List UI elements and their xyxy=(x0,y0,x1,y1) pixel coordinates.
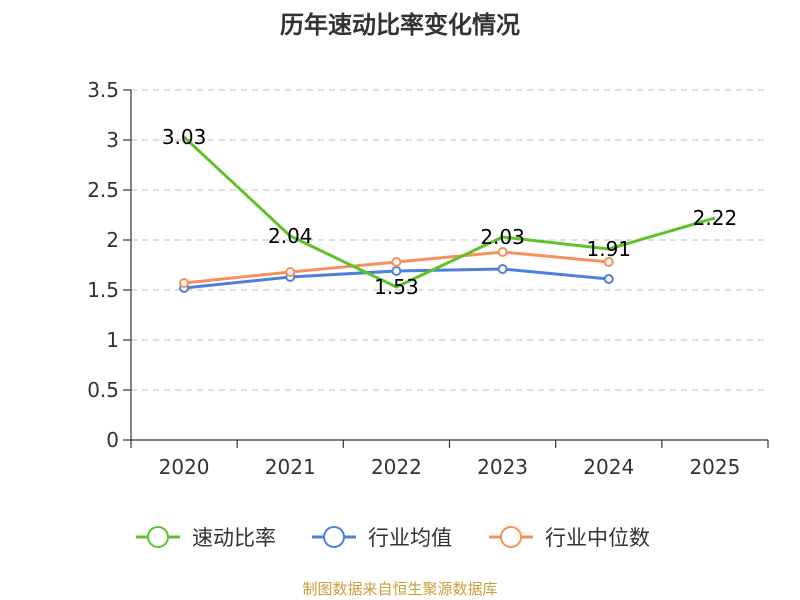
series-point-2 xyxy=(497,247,508,257)
x-tick-label: 2021 xyxy=(265,455,316,479)
data-label: 3.03 xyxy=(162,125,207,149)
source-note: 制图数据来自恒生聚源数据库 xyxy=(302,580,497,598)
x-tick-label: 2025 xyxy=(689,455,740,479)
y-tick-label: 2.5 xyxy=(87,178,119,202)
legend-label: 行业中位数 xyxy=(545,526,650,550)
y-tick-label: 1 xyxy=(106,328,119,352)
series-group xyxy=(179,135,716,293)
series-point-1 xyxy=(497,264,508,274)
axes: 0 0.5 1 1.5 2 2.5 3 3.5 2020 2021 2022 2023 2024 2025 xyxy=(87,78,769,479)
y-tick-label: 2 xyxy=(106,228,119,252)
y-tick-label: 3 xyxy=(106,128,119,152)
legend-marker xyxy=(323,526,345,548)
legend-item-1[interactable]: 行业均值 xyxy=(312,526,452,550)
y-tick-label: 1.5 xyxy=(87,278,119,302)
series-point-2 xyxy=(179,278,190,288)
series-point-1 xyxy=(391,266,402,276)
y-tick-label: 0.5 xyxy=(87,378,119,402)
legend-marker xyxy=(147,526,169,548)
data-label: 1.91 xyxy=(586,237,631,261)
chart-title: 历年速动比率变化情况 xyxy=(280,11,520,39)
series-point-1 xyxy=(603,274,614,284)
grid-lines xyxy=(131,89,768,391)
legend-label: 速动比率 xyxy=(192,526,276,550)
y-tick-label: 0 xyxy=(106,428,119,452)
legend-marker xyxy=(500,526,522,548)
data-labels: 3.03 2.04 1.53 2.03 1.91 2.22 xyxy=(162,125,737,299)
x-tick-label: 2022 xyxy=(371,455,422,479)
series-line-0 xyxy=(183,135,716,289)
legend-label: 行业均值 xyxy=(368,526,452,550)
legend-item-0[interactable]: 速动比率 xyxy=(136,526,276,550)
series-point-2 xyxy=(391,257,402,267)
data-label: 2.03 xyxy=(480,225,525,249)
data-label: 2.22 xyxy=(693,206,738,230)
data-label: 2.04 xyxy=(268,224,313,248)
series-point-2 xyxy=(603,257,614,267)
legend-item-2[interactable]: 行业中位数 xyxy=(489,526,650,550)
series-point-2 xyxy=(285,267,296,277)
x-tick-label: 2020 xyxy=(159,455,210,479)
y-tick-label: 3.5 xyxy=(87,78,119,102)
x-tick-label: 2024 xyxy=(583,455,634,479)
legend[interactable]: 速动比率 行业均值 行业中位数 xyxy=(136,526,650,550)
x-tick-label: 2023 xyxy=(477,455,528,479)
data-label: 1.53 xyxy=(374,275,419,299)
